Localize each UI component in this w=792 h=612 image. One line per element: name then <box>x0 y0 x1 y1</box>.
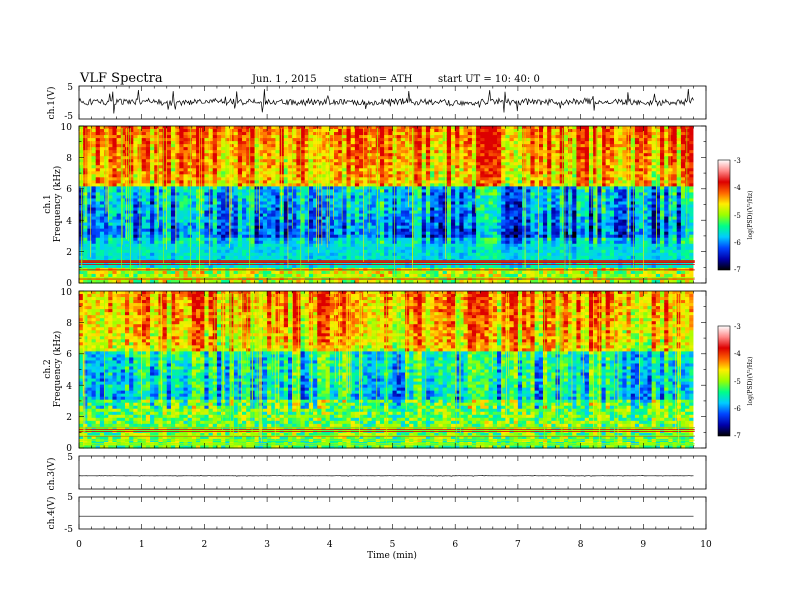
ch2-spectrogram-panel: 10 8 6 4 2 0 ch.2 Frequency (kHz) -3 -4 … <box>43 288 754 454</box>
ch2-freq-tick-0: 0 <box>66 444 72 454</box>
ch1-waveform-trace <box>78 88 694 114</box>
time-tick-8: 8 <box>578 540 584 550</box>
ch1-cb-tick-m6: -6 <box>734 239 741 247</box>
ch4-ytick-bottom: -5 <box>64 525 73 535</box>
ch2-colorbar-label: log(PSD)(V²/Hz) <box>747 357 754 406</box>
ch1-freq-tick-10: 10 <box>61 123 73 133</box>
time-axis: 0 1 2 3 4 5 6 7 8 9 10 <box>76 540 712 550</box>
ch2-freq-tick-2: 2 <box>66 413 72 423</box>
ch1-colorbar-gradient <box>717 159 731 271</box>
ch2-cb-tick-m4: -4 <box>734 350 741 358</box>
start-time-label: start UT = 10: 40: 0 <box>438 74 540 85</box>
ch1-ylabel: ch.1(V) <box>46 87 57 120</box>
time-tick-5: 5 <box>390 540 396 550</box>
ch1-freq-tick-4: 4 <box>66 217 72 227</box>
ch1-spectrogram-heatmap <box>79 126 707 284</box>
time-tick-10: 10 <box>700 540 712 550</box>
ch2-colorbar: -3 -4 -5 -6 -7 log(PSD)(V²/Hz) <box>717 323 754 440</box>
ch1-freq-tick-8: 8 <box>66 154 72 164</box>
ch3-waveform-panel: 5 ch.3(V) <box>46 453 707 491</box>
ch1-spectrogram-yticks: 10 8 6 4 2 0 <box>61 123 73 289</box>
ch1-ytick-bottom: -5 <box>64 112 73 122</box>
ch1-freq-tick-6: 6 <box>66 185 72 195</box>
ch1-cb-tick-m7: -7 <box>734 266 741 274</box>
ch1-colorbar-label: log(PSD)(V²/Hz) <box>747 191 754 240</box>
ch1-cb-tick-m5: -5 <box>734 212 741 220</box>
time-tick-1: 1 <box>139 540 145 550</box>
date-label: Jun. 1 , 2015 <box>251 74 317 85</box>
time-tick-6: 6 <box>452 540 458 550</box>
ch1-cb-tick-m3: -3 <box>734 157 741 165</box>
figure-title: VLF Spectra <box>79 71 163 86</box>
ch2-colorbar-gradient <box>717 325 731 437</box>
ch1-cb-tick-m4: -4 <box>734 184 741 192</box>
time-axis-label: Time (min) <box>367 550 417 561</box>
ch2-cb-tick-m5: -5 <box>734 378 741 386</box>
ch4-ytick-top: 5 <box>67 493 73 503</box>
ch2-cb-tick-m6: -6 <box>734 405 741 413</box>
ch1-freq-tick-2: 2 <box>66 248 72 258</box>
ch2-spectrogram-yticks: 10 8 6 4 2 0 <box>61 288 73 454</box>
ch3-ylabel: ch.3(V) <box>46 458 57 491</box>
ch1-spectrogram-channel-label: ch.1 <box>43 194 53 213</box>
ch2-freq-tick-8: 8 <box>66 319 72 329</box>
ch4-ylabel: ch.4(V) <box>46 497 57 530</box>
ch4-waveform-panel: 5 -5 ch.4(V) <box>46 493 707 535</box>
ch2-cb-tick-m3: -3 <box>734 323 741 331</box>
time-tick-4: 4 <box>327 540 333 550</box>
ch3-ytick-top: 5 <box>67 453 73 463</box>
ch2-freq-tick-4: 4 <box>66 382 72 392</box>
ch1-spectrogram-panel: 10 8 6 4 2 0 ch.1 Frequency (kHz) -3 -4 … <box>43 123 754 289</box>
ch3-waveform-trace <box>78 475 694 477</box>
ch1-freq-tick-0: 0 <box>66 279 72 289</box>
time-tick-9: 9 <box>640 540 646 550</box>
ch1-waveform-panel: 5 -5 ch.1(V) <box>46 83 707 122</box>
ch2-freq-tick-10: 10 <box>61 288 73 298</box>
ch1-colorbar: -3 -4 -5 -6 -7 log(PSD)(V²/Hz) <box>717 157 754 274</box>
ch2-spectrogram-channel-label: ch.2 <box>43 359 53 378</box>
ch2-spectrogram-heatmap <box>79 291 707 449</box>
ch2-frequency-label: Frequency (kHz) <box>52 331 63 408</box>
station-label: station= ATH <box>344 74 413 85</box>
ch1-frequency-label: Frequency (kHz) <box>52 166 63 243</box>
time-tick-2: 2 <box>202 540 208 550</box>
time-tick-7: 7 <box>515 540 521 550</box>
time-tick-0: 0 <box>76 540 82 550</box>
ch2-cb-tick-m7: -7 <box>734 432 741 440</box>
ch2-freq-tick-6: 6 <box>66 350 72 360</box>
ch1-ytick-top: 5 <box>67 83 73 93</box>
time-tick-3: 3 <box>264 540 270 550</box>
